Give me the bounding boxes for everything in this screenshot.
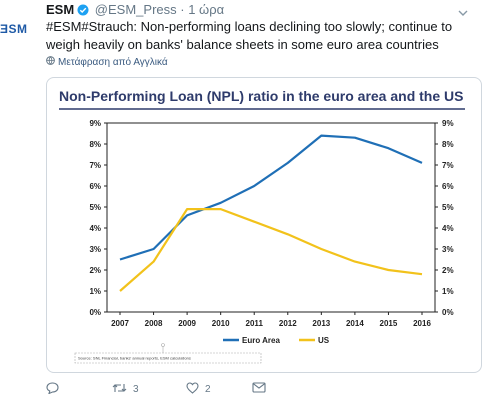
author-name[interactable]: ESM — [46, 2, 75, 17]
x-tick-label: 2009 — [178, 319, 196, 328]
y-tick-label-left: 1% — [89, 287, 101, 296]
y-tick-label-left: 0% — [89, 308, 101, 317]
x-tick-label: 2015 — [380, 319, 398, 328]
chart-title: Non-Performing Loan (NPL) ratio in the e… — [59, 88, 463, 104]
tweet-header: ESM @ESM_Press · 1 ώρα — [46, 2, 472, 18]
globe-icon — [46, 56, 55, 68]
y-tick-label-right: 0% — [442, 308, 454, 317]
y-tick-label-right: 5% — [442, 203, 454, 212]
reply-button[interactable] — [46, 382, 65, 397]
y-tick-label-left: 2% — [89, 266, 101, 275]
x-tick-label: 2007 — [111, 319, 129, 328]
y-tick-label-left: 9% — [89, 119, 101, 128]
series-line-euro-area — [119, 134, 423, 261]
header-separator: · — [180, 2, 185, 17]
y-tick-label-right: 3% — [442, 245, 454, 254]
chevron-down-icon[interactable] — [458, 4, 468, 22]
reply-icon — [46, 382, 59, 397]
x-tick-label: 2012 — [279, 319, 297, 328]
retweet-icon — [112, 382, 127, 397]
y-tick-label-right: 8% — [442, 140, 454, 149]
source-box — [74, 352, 262, 364]
verified-badge-icon — [77, 4, 89, 19]
y-tick-label-left: 7% — [89, 161, 101, 170]
y-tick-label-right: 7% — [442, 161, 454, 170]
esm-logo-text: ƎSM — [0, 22, 28, 36]
y-tick-label-left: 6% — [89, 182, 101, 191]
x-tick-label: 2011 — [246, 319, 264, 328]
direct-message-button[interactable] — [252, 382, 266, 396]
heart-icon — [186, 382, 199, 397]
y-tick-label-right: 1% — [442, 287, 454, 296]
legend-label: Euro Area — [242, 336, 280, 345]
npl-line-chart: Non-Performing Loan (NPL) ratio in the e… — [59, 88, 465, 364]
like-button[interactable]: 2 — [186, 382, 211, 397]
like-count: 2 — [205, 384, 211, 395]
legend-label: US — [318, 336, 330, 345]
chart-image-card[interactable]: Non-Performing Loan (NPL) ratio in the e… — [46, 77, 482, 373]
x-tick-label: 2016 — [413, 319, 431, 328]
y-tick-label-right: 4% — [442, 224, 454, 233]
series-line-us — [119, 208, 423, 292]
tweet-actions: 3 2 — [46, 382, 346, 402]
tweet-text: #ESM#Strauch: Non-performing loans decli… — [46, 19, 453, 52]
y-tick-label-left: 3% — [89, 245, 101, 254]
tweet-timestamp[interactable]: 1 ώρα — [188, 2, 225, 17]
retweet-count: 3 — [133, 384, 139, 395]
plot-area-frame — [106, 122, 436, 313]
envelope-icon — [252, 382, 266, 396]
x-tick-label: 2010 — [212, 319, 230, 328]
esm-logo[interactable]: ƎSM — [0, 20, 38, 36]
source-note: Source: SNL Financial, banks' annual rep… — [78, 356, 191, 361]
y-tick-label-right: 2% — [442, 266, 454, 275]
x-tick-label: 2013 — [312, 319, 330, 328]
x-tick-label: 2008 — [145, 319, 163, 328]
x-tick-label: 2014 — [346, 319, 364, 328]
y-tick-label-left: 8% — [89, 140, 101, 149]
y-tick-label-right: 6% — [442, 182, 454, 191]
y-tick-label-left: 4% — [89, 224, 101, 233]
author-handle[interactable]: @ESM_Press — [94, 2, 177, 17]
y-tick-label-left: 5% — [89, 203, 101, 212]
translate-link[interactable]: Μετάφραση από Αγγλικά — [46, 56, 168, 68]
translate-label: Μετάφραση από Αγγλικά — [58, 56, 168, 68]
retweet-button[interactable]: 3 — [112, 382, 139, 397]
source-box-handle-knob — [161, 343, 165, 347]
y-tick-label-right: 9% — [442, 119, 454, 128]
